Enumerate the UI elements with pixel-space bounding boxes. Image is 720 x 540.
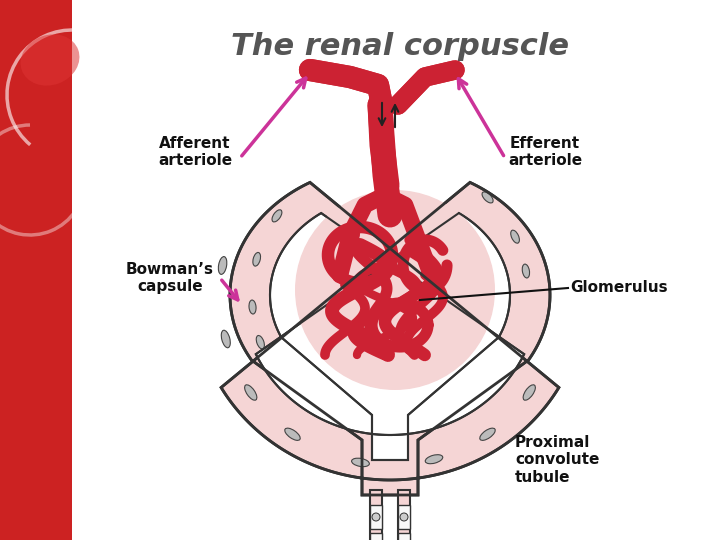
Circle shape <box>295 190 495 390</box>
Text: Afferent
arteriole: Afferent arteriole <box>158 136 232 168</box>
Text: Efferent
arteriole: Efferent arteriole <box>508 136 582 168</box>
Bar <box>0 0 72 540</box>
Text: Proximal
convolute
tubule: Proximal convolute tubule <box>515 435 599 485</box>
Polygon shape <box>370 505 382 529</box>
Ellipse shape <box>221 330 230 348</box>
Ellipse shape <box>272 210 282 222</box>
Polygon shape <box>398 533 410 540</box>
Ellipse shape <box>21 35 79 86</box>
Ellipse shape <box>522 264 529 278</box>
Polygon shape <box>221 183 559 495</box>
Ellipse shape <box>351 458 369 467</box>
Ellipse shape <box>480 428 495 441</box>
Polygon shape <box>370 490 382 540</box>
Polygon shape <box>370 533 382 540</box>
Circle shape <box>400 513 408 521</box>
Text: Glomerulus: Glomerulus <box>570 280 667 295</box>
Ellipse shape <box>510 230 519 243</box>
Circle shape <box>372 513 380 521</box>
Polygon shape <box>256 213 524 460</box>
Text: Bowman’s
capsule: Bowman’s capsule <box>126 262 214 294</box>
Ellipse shape <box>256 335 264 349</box>
Polygon shape <box>398 505 410 529</box>
Ellipse shape <box>245 385 257 400</box>
Ellipse shape <box>482 192 493 203</box>
Ellipse shape <box>218 256 227 274</box>
Polygon shape <box>398 490 410 540</box>
Text: The renal corpuscle: The renal corpuscle <box>231 32 569 61</box>
Ellipse shape <box>249 300 256 314</box>
Ellipse shape <box>426 455 443 464</box>
Ellipse shape <box>523 385 536 400</box>
Ellipse shape <box>253 253 261 266</box>
Ellipse shape <box>285 428 300 441</box>
